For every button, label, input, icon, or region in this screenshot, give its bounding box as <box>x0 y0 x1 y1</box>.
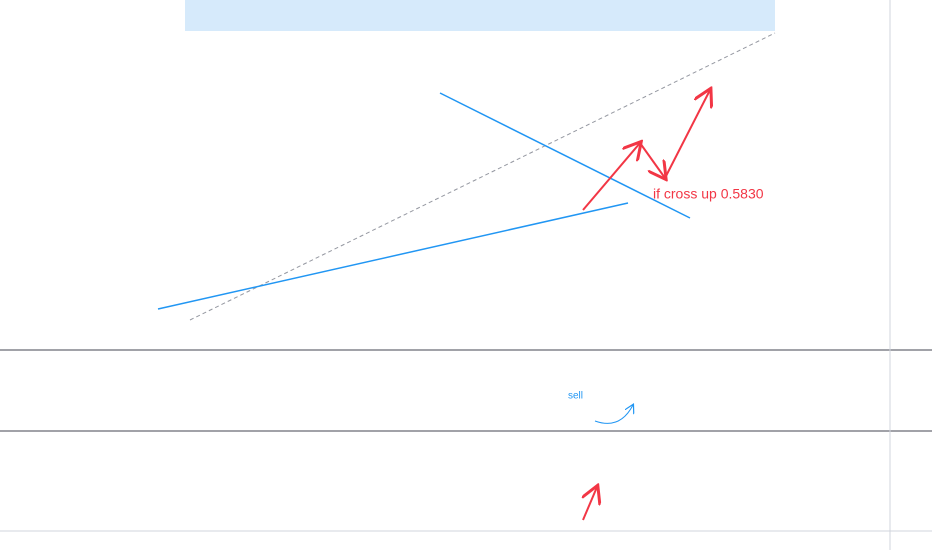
drawings: if cross up 0.5830 sell <box>157 32 776 521</box>
support-line <box>157 202 629 310</box>
trend-dashed <box>189 32 776 321</box>
fib-extension-zone <box>185 0 775 31</box>
arrow <box>664 90 710 179</box>
arrow <box>594 405 633 424</box>
arrow <box>583 487 597 521</box>
arrow <box>582 143 640 211</box>
arrow <box>639 142 665 178</box>
resistance-line <box>439 92 691 219</box>
annotation: sell <box>568 391 583 402</box>
annotation: if cross up 0.5830 <box>653 186 764 202</box>
